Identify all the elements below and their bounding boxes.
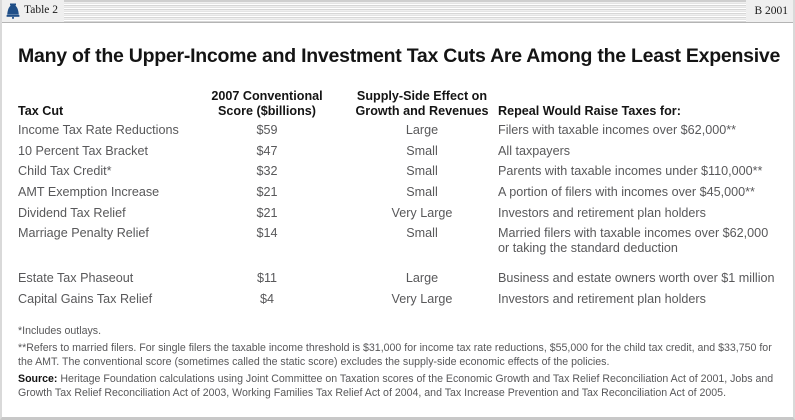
- cell-supply-side: Very Large: [391, 291, 453, 306]
- source-label: Source:: [18, 372, 58, 385]
- cell-score: $21: [256, 184, 278, 199]
- cell-tax-cut: 10 Percent Tax Bracket: [18, 143, 148, 158]
- cell-supply-side: Large: [405, 270, 439, 285]
- cell-score: $47: [256, 143, 278, 158]
- cell-supply-side: Large: [405, 123, 439, 138]
- table-row: AMT Exemption Increase $21 Small A porti…: [18, 182, 781, 203]
- table-row: Child Tax Credit* $32 Small Parents with…: [18, 162, 781, 183]
- spacer-cell: [498, 259, 781, 268]
- cell-supply-side: Very Large: [391, 205, 453, 220]
- figure-notes: *Includes outlays. **Refers to married f…: [18, 324, 777, 399]
- cell-repeal: Investors and retirement plan holders: [498, 291, 706, 306]
- cell-supply-side: Small: [406, 226, 438, 241]
- figure-header-right: B 2001: [746, 0, 793, 22]
- cell-supply-side: Small: [406, 164, 438, 179]
- cell-score: $59: [256, 123, 278, 138]
- cell-supply-side: Small: [406, 184, 438, 199]
- column-header-score-line2: Score ($billions): [218, 104, 316, 119]
- spacer-cell: [188, 259, 346, 268]
- cell-tax-cut: AMT Exemption Increase: [18, 184, 160, 199]
- spacer-cell: [18, 259, 188, 268]
- table-row: Estate Tax Phaseout $11 Large Business a…: [18, 268, 781, 289]
- figure-label: Table 2: [24, 4, 59, 17]
- footnote-asterisk: *Includes outlays.: [18, 325, 102, 338]
- column-header-supply-side: Supply-Side Effect on Growth and Revenue…: [346, 89, 498, 121]
- cell-tax-cut: Marriage Penalty Relief: [18, 226, 149, 241]
- column-header-tax-cut: Tax Cut: [18, 104, 64, 119]
- figure-header-bar: Table 2 B 2001: [2, 0, 793, 23]
- cell-tax-cut: Child Tax Credit*: [18, 164, 112, 179]
- cell-tax-cut: Capital Gains Tax Relief: [18, 291, 153, 306]
- cell-tax-cut: Estate Tax Phaseout: [18, 270, 134, 285]
- cell-score: $4: [259, 291, 274, 306]
- cell-tax-cut: Income Tax Rate Reductions: [18, 123, 179, 138]
- column-header-score-line1: 2007 Conventional: [211, 89, 323, 103]
- cell-repeal: A portion of filers with incomes over $4…: [498, 184, 755, 199]
- cell-repeal: Investors and retirement plan holders: [498, 205, 706, 220]
- cell-repeal: Married filers with taxable incomes over…: [498, 226, 769, 256]
- figure-header-left: Table 2: [2, 0, 65, 22]
- table-row: 10 Percent Tax Bracket $47 Small All tax…: [18, 141, 781, 162]
- cell-repeal: All taxpayers: [498, 143, 571, 158]
- table-row: Capital Gains Tax Relief $4 Very Large I…: [18, 289, 781, 310]
- liberty-bell-icon: [6, 3, 20, 19]
- cell-tax-cut: Dividend Tax Relief: [18, 205, 126, 220]
- cell-supply-side: Small: [406, 143, 438, 158]
- page-title: Many of the Upper-Income and Investment …: [18, 45, 781, 67]
- column-header-supply-side-line2: Growth and Revenues: [355, 104, 489, 119]
- cell-score: $32: [256, 164, 278, 179]
- table-row: Marriage Penalty Relief $14 Small Marrie…: [18, 223, 781, 259]
- source-note: Source: Heritage Foundation calculations…: [18, 372, 777, 400]
- cell-score: $21: [256, 205, 278, 220]
- column-header-score: 2007 Conventional Score ($billions): [188, 89, 346, 121]
- cell-score: $14: [256, 226, 278, 241]
- cell-repeal: Business and estate owners worth over $1…: [498, 270, 775, 285]
- table-row: Dividend Tax Relief $21 Very Large Inves…: [18, 203, 781, 224]
- table-row: Income Tax Rate Reductions $59 Large Fil…: [18, 121, 781, 142]
- spacer-cell: [346, 259, 498, 268]
- cell-score: $11: [256, 270, 278, 285]
- table-header-row: Tax Cut 2007 Conventional Score ($billio…: [18, 89, 781, 121]
- column-header-supply-side-line1: Supply-Side Effect on: [356, 89, 488, 103]
- tax-cuts-table: Tax Cut 2007 Conventional Score ($billio…: [18, 89, 781, 309]
- figure-content: Many of the Upper-Income and Investment …: [2, 45, 793, 400]
- column-header-repeal: Repeal Would Raise Taxes for:: [498, 104, 681, 119]
- footnote-double-asterisk: **Refers to married filers. For single f…: [18, 341, 772, 368]
- table-row-spacer: [18, 259, 781, 268]
- source-text: Heritage Foundation calculations using J…: [18, 372, 774, 399]
- cell-repeal: Filers with taxable incomes over $62,000…: [498, 123, 737, 138]
- cell-repeal: Parents with taxable incomes under $110,…: [498, 164, 763, 179]
